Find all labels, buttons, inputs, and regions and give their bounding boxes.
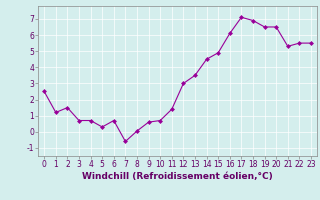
X-axis label: Windchill (Refroidissement éolien,°C): Windchill (Refroidissement éolien,°C) xyxy=(82,172,273,181)
